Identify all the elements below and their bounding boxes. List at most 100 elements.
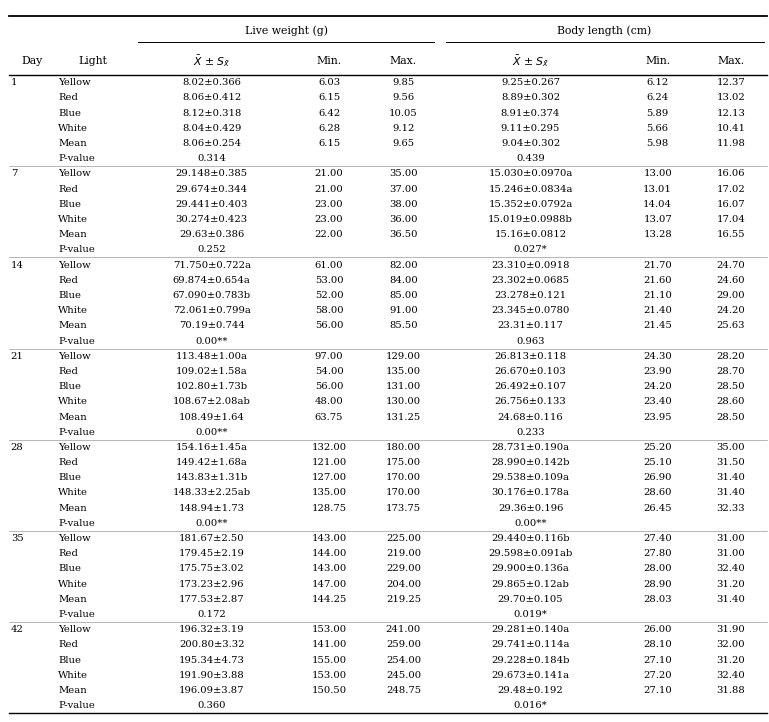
- Text: 29.228±0.184b: 29.228±0.184b: [491, 656, 570, 665]
- Text: Mean: Mean: [58, 504, 87, 513]
- Text: 27.10: 27.10: [643, 686, 672, 695]
- Text: Mean: Mean: [58, 595, 87, 604]
- Text: 170.00: 170.00: [386, 489, 421, 497]
- Text: White: White: [58, 489, 88, 497]
- Text: 28.20: 28.20: [717, 352, 745, 361]
- Text: 25.10: 25.10: [643, 458, 672, 467]
- Text: 31.20: 31.20: [717, 580, 745, 588]
- Text: 248.75: 248.75: [386, 686, 421, 695]
- Text: 10.05: 10.05: [389, 108, 418, 118]
- Text: 195.34±4.73: 195.34±4.73: [178, 656, 245, 665]
- Text: 27.40: 27.40: [643, 534, 672, 543]
- Text: 35.00: 35.00: [717, 443, 745, 452]
- Text: 254.00: 254.00: [386, 656, 421, 665]
- Text: Yellow: Yellow: [58, 443, 91, 452]
- Text: 245.00: 245.00: [386, 671, 421, 680]
- Text: 14.04: 14.04: [643, 200, 672, 209]
- Text: 170.00: 170.00: [386, 474, 421, 482]
- Text: 5.66: 5.66: [647, 123, 668, 133]
- Text: 84.00: 84.00: [389, 276, 418, 284]
- Text: 0.314: 0.314: [198, 155, 226, 163]
- Text: 5.98: 5.98: [647, 139, 669, 148]
- Text: 241.00: 241.00: [386, 625, 421, 634]
- Text: 0.172: 0.172: [198, 610, 226, 619]
- Text: 8.89±0.302: 8.89±0.302: [501, 93, 560, 103]
- Text: 32.40: 32.40: [717, 671, 745, 680]
- Text: 15.352±0.0792a: 15.352±0.0792a: [488, 200, 573, 209]
- Text: 154.16±1.45a: 154.16±1.45a: [175, 443, 248, 452]
- Text: 53.00: 53.00: [315, 276, 344, 284]
- Text: 21.45: 21.45: [643, 321, 672, 331]
- Text: 91.00: 91.00: [389, 306, 418, 315]
- Text: Red: Red: [58, 276, 78, 284]
- Text: 27.20: 27.20: [644, 671, 672, 680]
- Text: 147.00: 147.00: [311, 580, 347, 588]
- Text: 23.00: 23.00: [315, 200, 344, 209]
- Text: 28.50: 28.50: [717, 412, 745, 422]
- Text: Red: Red: [58, 185, 78, 193]
- Text: 191.90±3.88: 191.90±3.88: [179, 671, 245, 680]
- Text: 42: 42: [11, 625, 24, 634]
- Text: 15.030±0.0970a: 15.030±0.0970a: [488, 170, 573, 178]
- Text: 31.90: 31.90: [717, 625, 745, 634]
- Text: 97.00: 97.00: [315, 352, 344, 361]
- Text: Mean: Mean: [58, 230, 87, 239]
- Text: 229.00: 229.00: [386, 565, 421, 573]
- Text: Body length (cm): Body length (cm): [557, 26, 651, 36]
- Text: 23.00: 23.00: [315, 215, 344, 224]
- Text: Min.: Min.: [317, 56, 341, 66]
- Text: P-value: P-value: [58, 519, 95, 528]
- Text: 28: 28: [11, 443, 24, 452]
- Text: Red: Red: [58, 93, 78, 103]
- Text: 24.60: 24.60: [717, 276, 745, 284]
- Text: Yellow: Yellow: [58, 170, 91, 178]
- Text: 108.49±1.64: 108.49±1.64: [178, 412, 245, 422]
- Text: 15.019±0.0988b: 15.019±0.0988b: [488, 215, 573, 224]
- Text: 0.00**: 0.00**: [195, 336, 228, 346]
- Text: 29.741±0.114a: 29.741±0.114a: [491, 640, 570, 650]
- Text: 72.061±0.799a: 72.061±0.799a: [173, 306, 251, 315]
- Text: 148.33±2.25ab: 148.33±2.25ab: [173, 489, 251, 497]
- Text: 9.12: 9.12: [392, 123, 414, 133]
- Text: 27.80: 27.80: [644, 549, 672, 558]
- Text: 196.09±3.87: 196.09±3.87: [179, 686, 245, 695]
- Text: 23.310±0.0918: 23.310±0.0918: [491, 261, 570, 269]
- Text: 26.00: 26.00: [644, 625, 672, 634]
- Text: 48.00: 48.00: [315, 397, 344, 406]
- Text: 8.12±0.318: 8.12±0.318: [182, 108, 241, 118]
- Text: 26.90: 26.90: [644, 474, 672, 482]
- Text: 26.670±0.103: 26.670±0.103: [494, 367, 567, 376]
- Text: 14: 14: [11, 261, 24, 269]
- Text: 200.80±3.32: 200.80±3.32: [179, 640, 245, 650]
- Text: 23.40: 23.40: [643, 397, 672, 406]
- Text: 8.04±0.429: 8.04±0.429: [182, 123, 241, 133]
- Text: 28.90: 28.90: [644, 580, 672, 588]
- Text: Mean: Mean: [58, 139, 87, 148]
- Text: 9.11±0.295: 9.11±0.295: [501, 123, 560, 133]
- Text: 113.48±1.00a: 113.48±1.00a: [175, 352, 248, 361]
- Text: 61.00: 61.00: [315, 261, 344, 269]
- Text: 58.00: 58.00: [315, 306, 344, 315]
- Text: 8.06±0.254: 8.06±0.254: [182, 139, 241, 148]
- Text: 54.00: 54.00: [315, 367, 344, 376]
- Text: 28.00: 28.00: [644, 565, 672, 573]
- Text: 179.45±2.19: 179.45±2.19: [178, 549, 245, 558]
- Text: White: White: [58, 215, 88, 224]
- Text: 10.41: 10.41: [717, 123, 745, 133]
- Text: 196.32±3.19: 196.32±3.19: [179, 625, 245, 634]
- Text: 180.00: 180.00: [386, 443, 421, 452]
- Text: 177.53±2.87: 177.53±2.87: [179, 595, 245, 604]
- Text: 82.00: 82.00: [389, 261, 418, 269]
- Text: 21.60: 21.60: [644, 276, 672, 284]
- Text: 29.63±0.386: 29.63±0.386: [179, 230, 245, 239]
- Text: Yellow: Yellow: [58, 78, 91, 87]
- Text: 13.28: 13.28: [643, 230, 672, 239]
- Text: 128.75: 128.75: [311, 504, 347, 513]
- Text: 24.30: 24.30: [643, 352, 672, 361]
- Text: 85.00: 85.00: [389, 291, 418, 300]
- Text: 29.674±0.344: 29.674±0.344: [175, 185, 248, 193]
- Text: 11.98: 11.98: [717, 139, 745, 148]
- Text: Blue: Blue: [58, 200, 82, 209]
- Text: 6.28: 6.28: [318, 123, 340, 133]
- Text: 143.00: 143.00: [311, 534, 347, 543]
